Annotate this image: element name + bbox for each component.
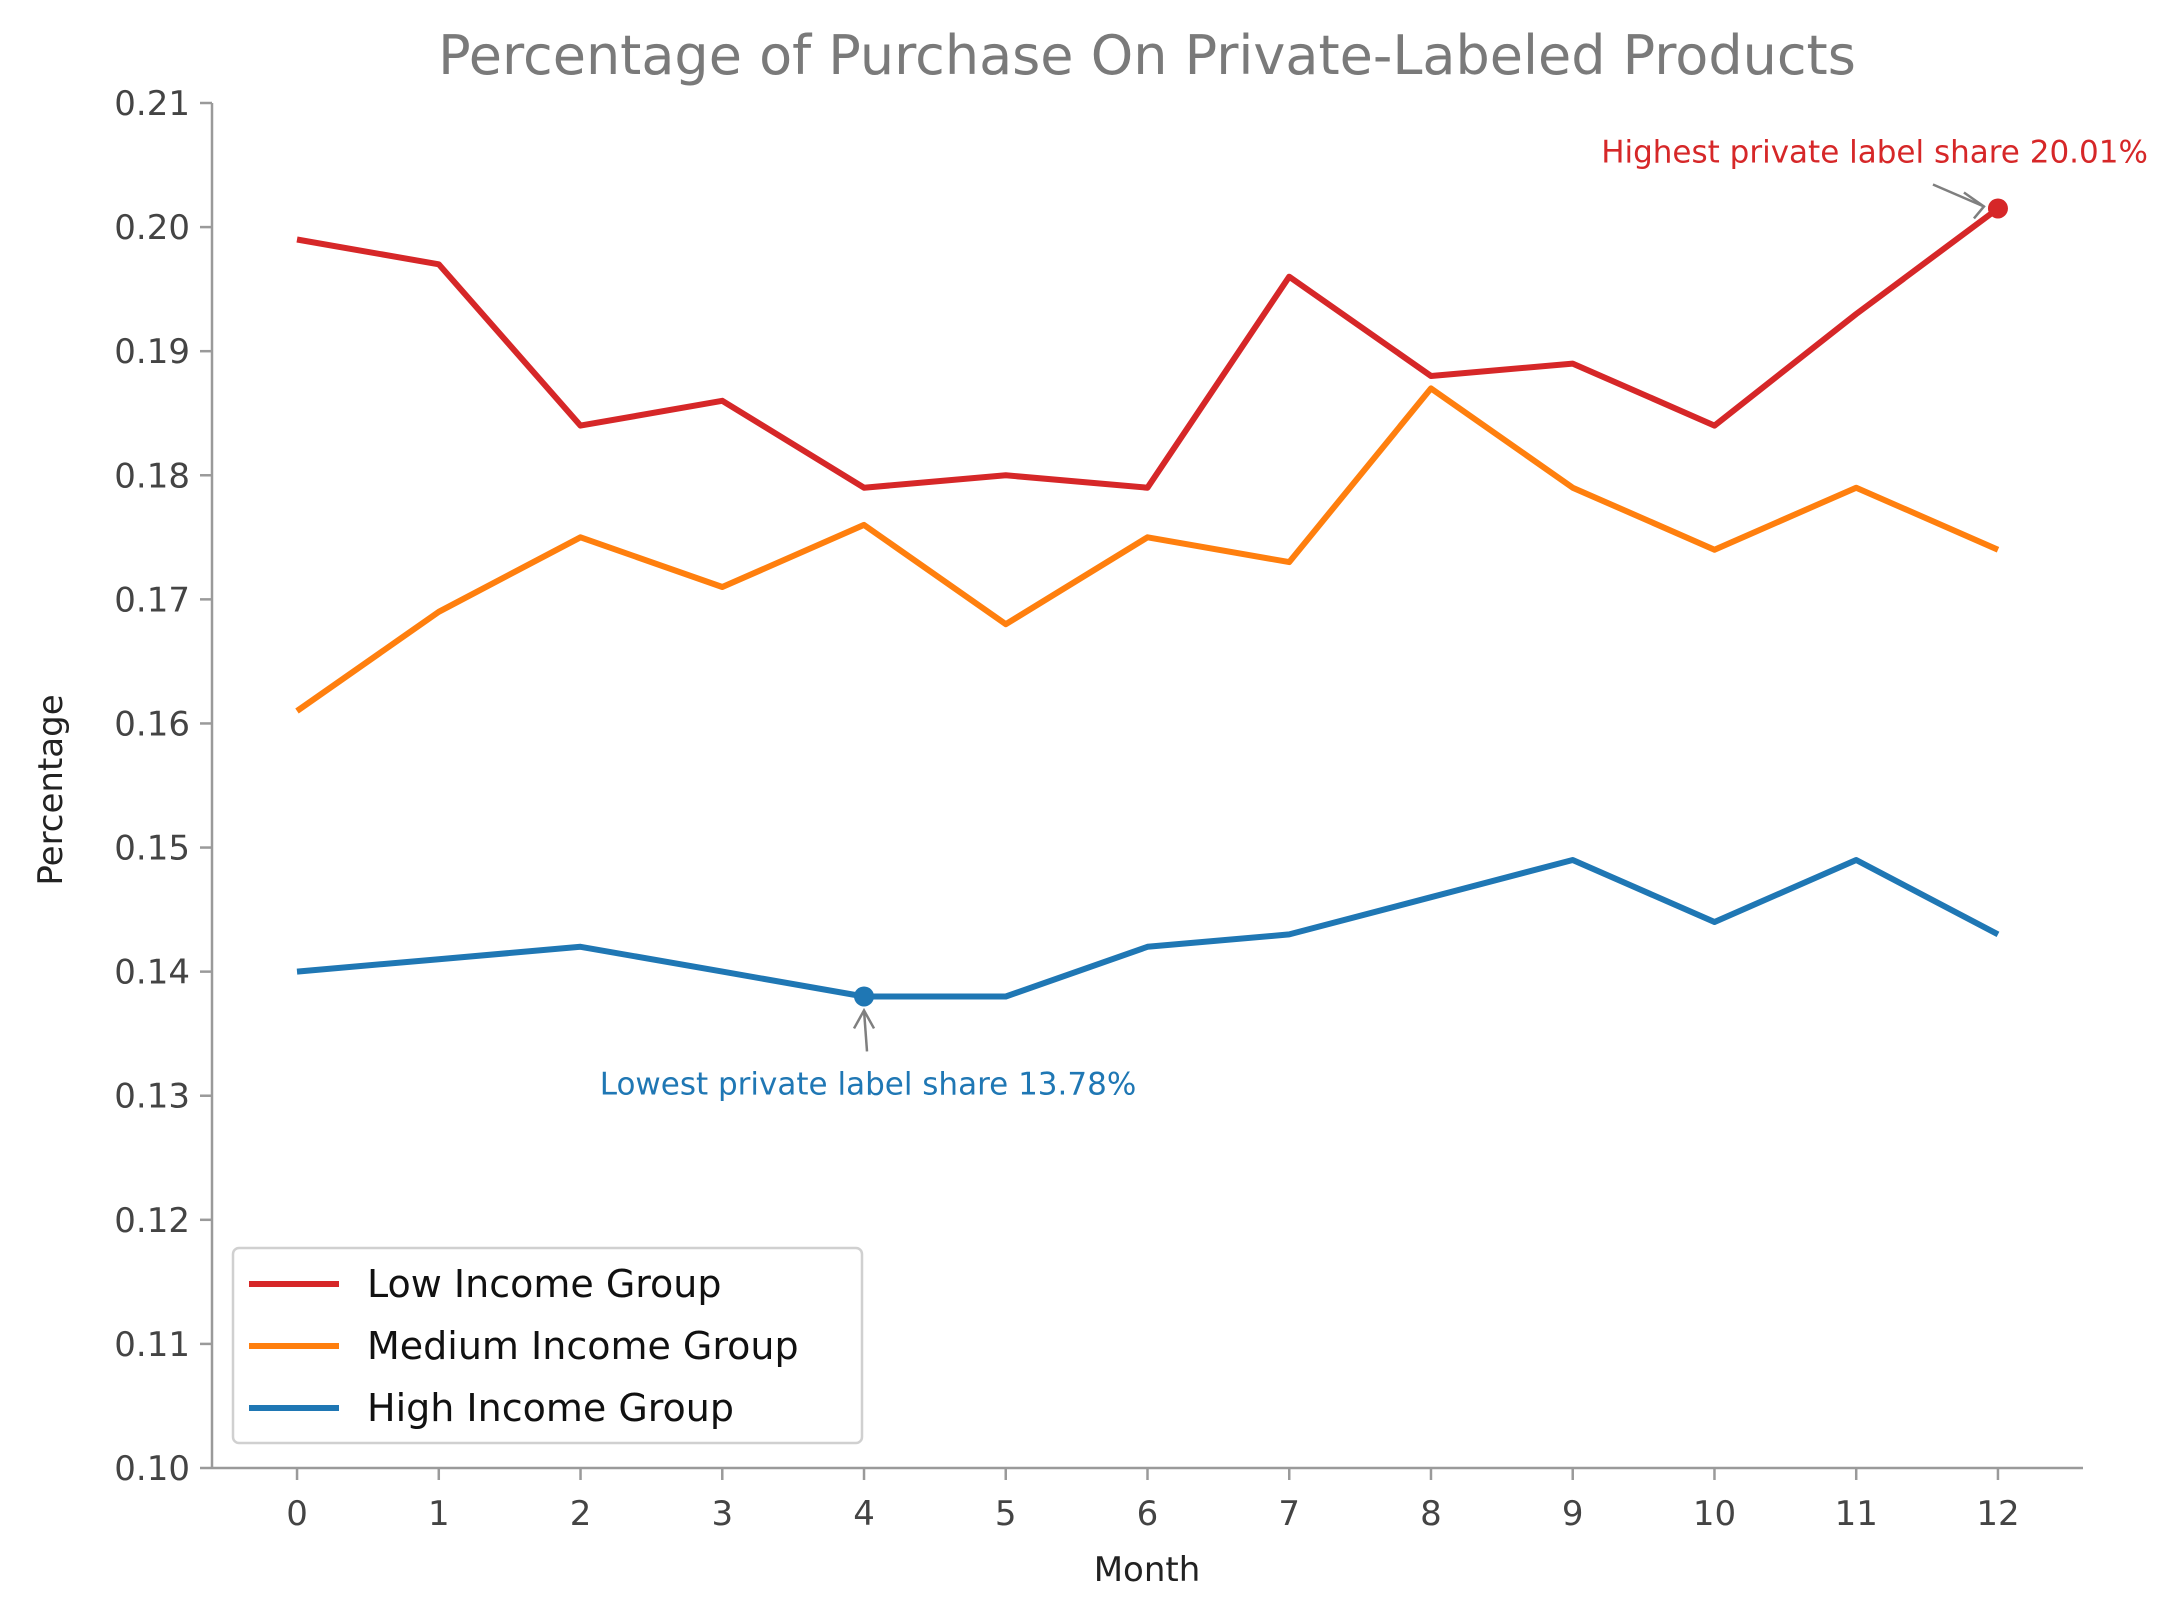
highest-point-marker (1987, 198, 2008, 219)
legend-box (231, 1246, 864, 1445)
highest-arrow-shaft (1932, 183, 1985, 208)
x-tick-label: 9 (1562, 1494, 1584, 1534)
highest-annotation-label: Highest private label share 20.01% (1601, 134, 2148, 170)
y-tick-label: 0.11 (114, 1325, 190, 1365)
lowest-point-marker (854, 986, 875, 1007)
chart-title: Percentage of Purchase On Private-Labele… (438, 24, 1856, 87)
y-tick-label: 0.18 (114, 456, 190, 496)
y-tick-label: 0.15 (114, 829, 190, 869)
y-tick-label: 0.14 (114, 953, 190, 993)
y-tick-label: 0.19 (114, 332, 190, 372)
x-tick-label: 12 (1976, 1494, 2019, 1534)
legend-label: High Income Group (367, 1386, 734, 1430)
y-tick-label: 0.17 (114, 580, 190, 620)
x-tick-label: 3 (711, 1494, 733, 1534)
x-tick-label: 10 (1693, 1494, 1736, 1534)
x-tick-label: 8 (1420, 1494, 1442, 1534)
annotation-layer: Highest private label share 20.01% Lowest… (600, 134, 2148, 1102)
x-tick-label: 4 (853, 1494, 875, 1534)
series-line-medium-income-group (295, 385, 2000, 714)
x-tick-label: 11 (1835, 1494, 1878, 1534)
y-tick-label: 0.12 (114, 1201, 190, 1241)
y-tick-label: 0.21 (114, 84, 190, 124)
x-tick-label: 7 (1278, 1494, 1300, 1534)
highest-arrow-head (1963, 191, 1986, 220)
x-tick-label: 5 (995, 1494, 1017, 1534)
x-tick-label: 1 (428, 1494, 450, 1534)
lowest-annotation-label: Lowest private label share 13.78% (600, 1066, 1137, 1102)
series-line-low-income-group (296, 206, 2000, 491)
y-tick-label: 0.10 (114, 1449, 190, 1489)
x-tick-label: 0 (286, 1494, 308, 1534)
y-axis-title: Percentage (31, 694, 71, 885)
y-tick-label: 0.20 (114, 208, 190, 248)
legend-label: Medium Income Group (367, 1324, 799, 1368)
axes: 0.10 0.11 0.12 0.13 0.14 0.15 0.16 0.17 0.18 0.19… (114, 84, 2083, 1534)
y-tick-label: 0.16 (114, 704, 190, 744)
series-line-high-income-group (296, 857, 2000, 1000)
legend-label: Low Income Group (367, 1262, 722, 1306)
legend: Low Income Group Medium Income Group High … (231, 1246, 864, 1445)
y-tick-label: 0.13 (114, 1077, 190, 1117)
lowest-arrow-shaft (862, 1010, 869, 1052)
x-axis-title: Month (1094, 1550, 1201, 1590)
series-layer (295, 206, 2000, 1000)
x-tick-label: 2 (570, 1494, 592, 1534)
lowest-arrow-head (852, 1007, 876, 1030)
x-tick-label: 6 (1137, 1494, 1159, 1534)
